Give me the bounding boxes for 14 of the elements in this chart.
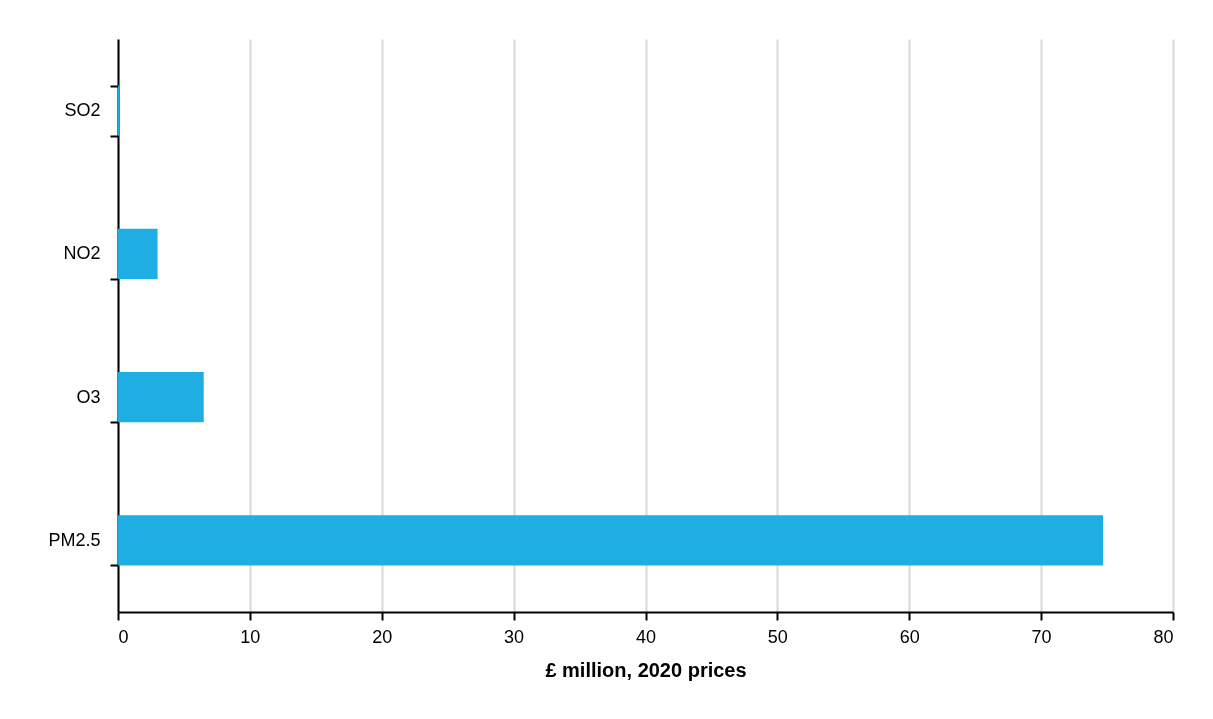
x-axis-title: £ million, 2020 prices: [545, 658, 747, 681]
x-tick-label: 0: [118, 626, 129, 647]
x-tick-label: 80: [1153, 626, 1174, 647]
x-tick-label: 60: [899, 626, 920, 647]
y-tick-label: O3: [76, 386, 101, 407]
y-tick-label: PM2.5: [48, 529, 101, 550]
x-tick-label: 40: [635, 626, 657, 647]
x-tick-label: 20: [372, 626, 393, 647]
x-tick-label: 10: [240, 626, 261, 647]
x-tick-label: 50: [767, 626, 788, 647]
y-tick-label: SO2: [64, 100, 101, 121]
y-tick-label: NO2: [63, 243, 101, 264]
x-tick-label: 30: [504, 626, 525, 647]
x-tick-label: 70: [1031, 626, 1052, 647]
